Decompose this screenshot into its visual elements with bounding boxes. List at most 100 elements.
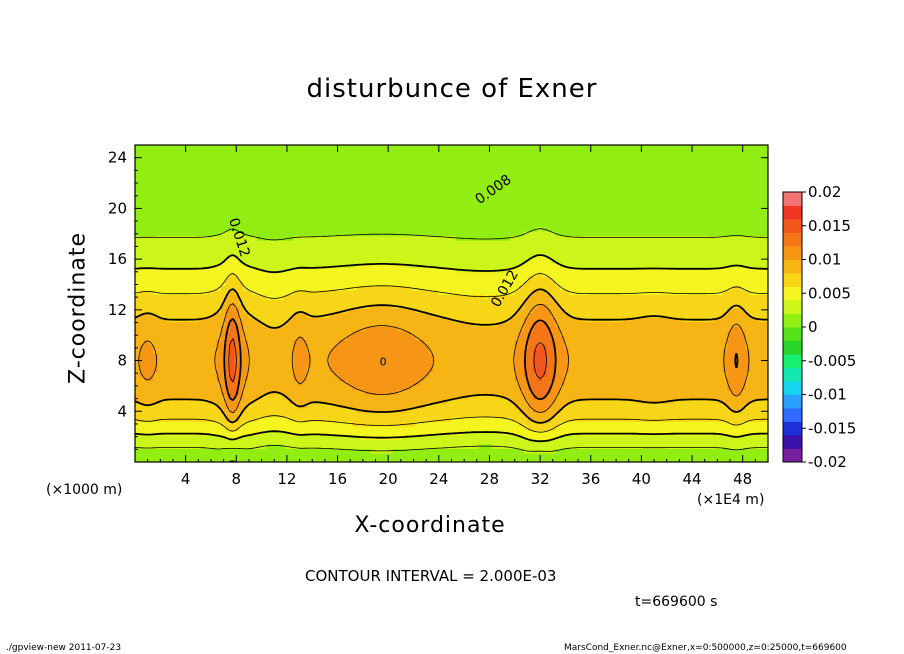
field-cell xyxy=(442,457,448,462)
field-cell xyxy=(220,149,227,155)
field-cell xyxy=(338,235,344,241)
field-cell xyxy=(401,357,407,363)
field-cell xyxy=(419,145,425,151)
field-cell xyxy=(166,412,172,418)
field-cell xyxy=(238,181,245,187)
field-cell xyxy=(135,448,141,454)
field-cell xyxy=(293,231,299,237)
field-cell xyxy=(306,412,312,418)
field-cell xyxy=(451,448,457,454)
field-cell xyxy=(442,294,448,300)
field-cell xyxy=(297,185,303,191)
field-cell xyxy=(189,371,195,377)
field-cell xyxy=(275,231,281,237)
field-cell xyxy=(428,416,435,422)
field-cell xyxy=(207,167,213,173)
field-cell xyxy=(166,371,172,377)
field-cell xyxy=(361,339,367,345)
field-cell xyxy=(401,385,407,391)
field-cell xyxy=(144,253,150,259)
field-cell xyxy=(148,194,154,200)
field-cell xyxy=(288,344,294,350)
field-cell xyxy=(370,344,376,350)
field-cell xyxy=(175,348,181,354)
field-cell xyxy=(207,262,213,268)
field-cell xyxy=(315,276,321,282)
field-cell xyxy=(415,181,421,187)
field-cell xyxy=(202,457,208,462)
field-cell xyxy=(207,276,213,282)
field-cell xyxy=(238,294,245,300)
field-cell xyxy=(144,163,150,169)
field-cell xyxy=(184,389,190,395)
field-cell xyxy=(437,412,444,418)
field-cell xyxy=(252,335,258,341)
field-cell xyxy=(144,344,150,350)
field-cell xyxy=(297,308,303,314)
field-cell xyxy=(379,366,385,373)
field-cell xyxy=(428,190,435,196)
field-cell xyxy=(284,412,290,418)
field-cell xyxy=(379,262,385,268)
field-cell xyxy=(198,163,204,169)
field-cell xyxy=(415,271,421,277)
field-cell xyxy=(374,403,380,409)
field-cell xyxy=(419,416,425,422)
field-cell xyxy=(248,212,254,219)
field-cell xyxy=(356,330,362,336)
field-cell xyxy=(415,398,421,404)
field-cell xyxy=(270,194,276,200)
field-cell xyxy=(144,199,150,205)
field-cell xyxy=(293,172,299,178)
field-cell xyxy=(415,226,421,232)
field-cell xyxy=(347,258,353,264)
field-cell xyxy=(456,398,462,404)
field-cell xyxy=(352,208,358,214)
field-cell xyxy=(216,208,222,214)
field-cell xyxy=(329,149,335,155)
field-cell xyxy=(139,221,145,228)
field-cell xyxy=(356,249,362,255)
field-cell xyxy=(157,221,163,228)
field-cell xyxy=(252,389,258,395)
field-cell xyxy=(139,212,145,219)
field-cell xyxy=(180,258,186,264)
field-cell xyxy=(270,412,276,418)
field-cell xyxy=(166,212,172,219)
field-cell xyxy=(397,371,403,377)
field-cell xyxy=(338,240,344,246)
field-cell xyxy=(406,294,412,300)
field-cell xyxy=(211,285,217,291)
field-cell xyxy=(153,425,159,431)
field-cell xyxy=(374,457,380,462)
field-cell xyxy=(424,276,430,282)
field-cell xyxy=(324,416,331,422)
field-cell xyxy=(202,249,208,255)
field-cell xyxy=(270,181,276,187)
field-cell xyxy=(401,199,407,205)
field-cell xyxy=(207,380,213,386)
field-cell xyxy=(315,231,321,237)
field-cell xyxy=(442,267,448,273)
field-cell xyxy=(238,452,245,459)
field-cell xyxy=(356,235,362,241)
field-cell xyxy=(352,398,358,404)
field-cell xyxy=(202,421,208,427)
field-cell xyxy=(446,249,453,255)
field-cell xyxy=(216,226,222,232)
field-cell xyxy=(229,199,236,205)
field-cell xyxy=(166,394,172,400)
field-cell xyxy=(424,430,430,436)
field-cell xyxy=(315,425,321,431)
field-cell xyxy=(225,154,231,160)
field-cell xyxy=(193,335,199,341)
field-cell xyxy=(297,163,303,169)
field-cell xyxy=(392,208,398,214)
field-cell xyxy=(248,172,254,178)
field-cell xyxy=(424,298,430,305)
field-cell xyxy=(428,294,435,300)
field-cell xyxy=(401,439,407,445)
field-cell xyxy=(342,280,349,286)
field-cell xyxy=(347,371,353,377)
field-cell xyxy=(311,194,317,200)
